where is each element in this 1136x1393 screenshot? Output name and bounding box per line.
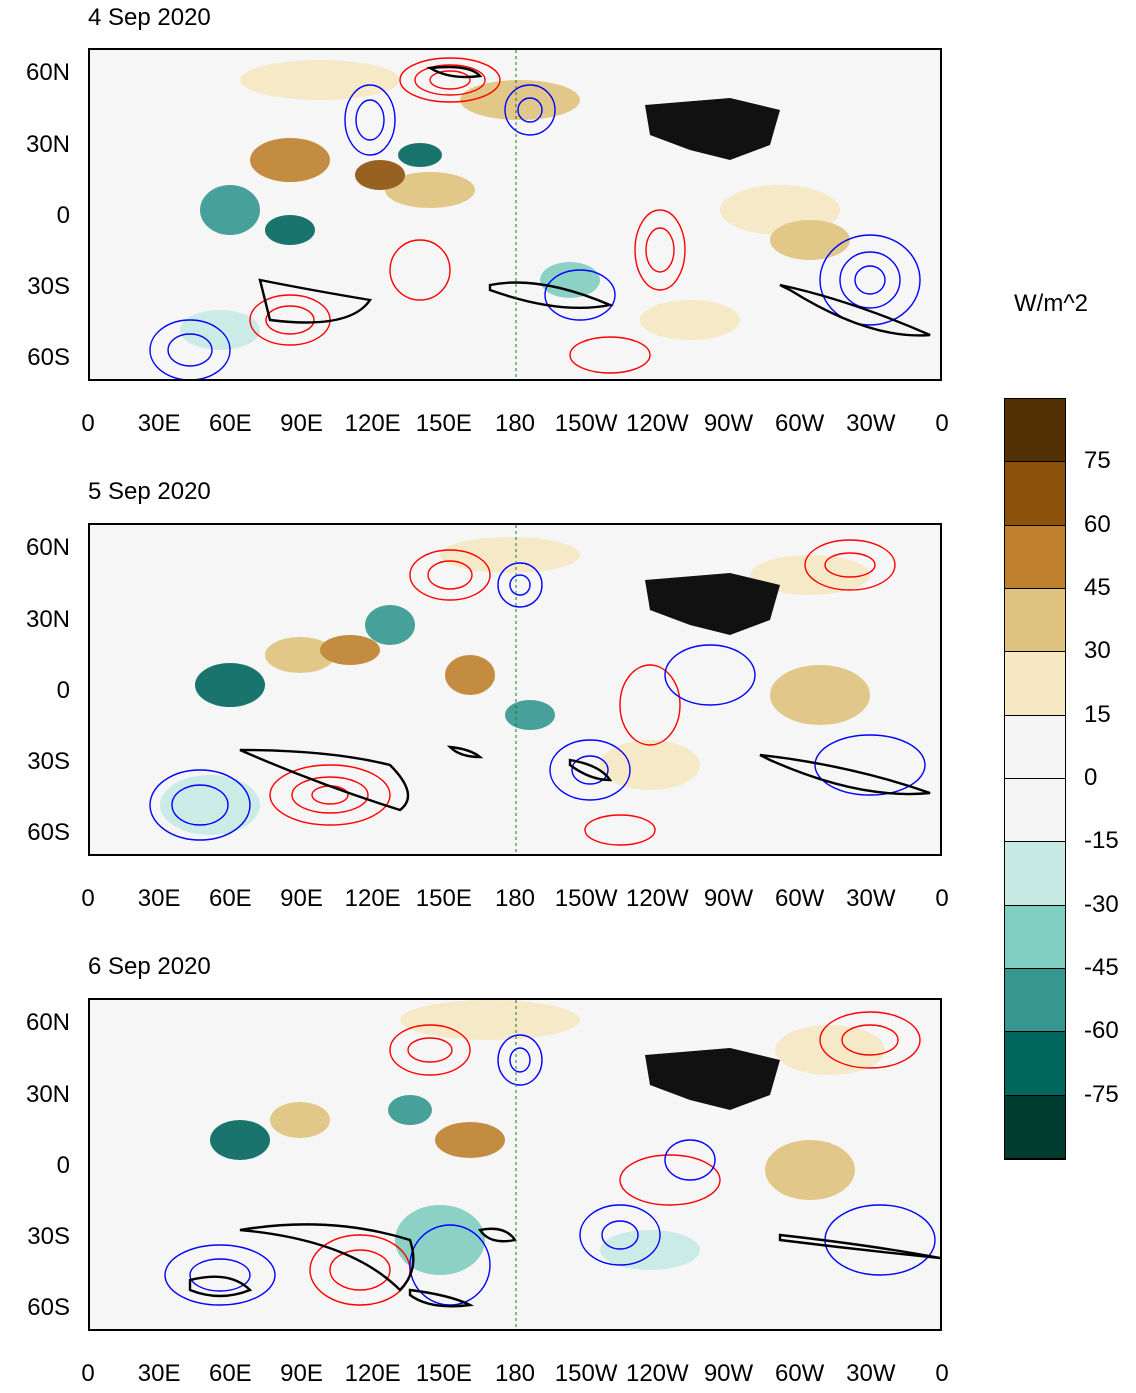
lat-label-30n: 30N <box>25 1081 70 1108</box>
lat-label-30s: 30S <box>27 748 70 775</box>
lon-label: 60W <box>774 885 825 912</box>
lon-label: 120W <box>625 1360 689 1387</box>
lon-label: 0 <box>81 410 95 437</box>
colorbar-segment <box>1005 779 1065 843</box>
map-panel-1 <box>88 48 942 381</box>
lon-label: 90E <box>280 410 323 437</box>
colorbar-segment <box>1005 715 1065 779</box>
lon-label: 30E <box>137 410 181 437</box>
panel-1-title: 4 Sep 2020 <box>88 4 211 31</box>
colorbar <box>1004 398 1066 1160</box>
colorbar-segment <box>1005 399 1065 463</box>
colorbar-label: 15 <box>1084 700 1111 728</box>
lon-label: 120W <box>625 410 689 437</box>
lon-label: 0 <box>81 885 95 912</box>
map-panel-3-graphic <box>164 1000 940 1329</box>
colorbar-segment <box>1005 842 1065 906</box>
lon-label: 60E <box>208 410 252 437</box>
lon-label: 30W <box>846 1360 896 1387</box>
lon-label: 90W <box>703 410 754 437</box>
lon-label: 180 <box>494 1360 536 1387</box>
lon-label: 30E <box>137 885 181 912</box>
lat-label-60n: 60N <box>25 534 70 561</box>
colorbar-segment <box>1005 905 1065 969</box>
colorbar-label: 30 <box>1084 637 1111 665</box>
lon-label: 150W <box>554 885 618 912</box>
lat-label-60n: 60N <box>25 1009 70 1036</box>
colorbar-segment <box>1005 1032 1065 1096</box>
lon-label: 150E <box>415 1360 472 1387</box>
lon-label: 30W <box>846 885 896 912</box>
lon-label: 30W <box>846 410 896 437</box>
lon-label: 150W <box>554 410 618 437</box>
colorbar-label: -75 <box>1084 1080 1119 1108</box>
colorbar-label: 45 <box>1084 574 1111 601</box>
lat-label-eq: 0 <box>56 202 70 229</box>
lon-label: 60W <box>774 1360 825 1387</box>
lon-label: 120E <box>344 885 401 912</box>
lon-label: 90E <box>280 1360 323 1387</box>
lon-label: 0 <box>935 410 949 437</box>
lat-label-30n: 30N <box>25 131 70 158</box>
lon-label: 60W <box>774 410 825 437</box>
lat-label-60s: 60S <box>27 819 70 846</box>
lon-label: 30E <box>137 1360 181 1387</box>
map-panel-3 <box>88 998 942 1331</box>
colorbar-label: -60 <box>1084 1017 1119 1045</box>
lon-label: 120E <box>344 1360 401 1387</box>
lat-label-30s: 30S <box>27 1223 70 1250</box>
lon-label: 180 <box>494 410 536 437</box>
map-panel-2 <box>88 523 942 856</box>
lon-label: 90W <box>703 1360 754 1387</box>
colorbar-title: W/m^2 <box>1014 290 1088 317</box>
lon-label: 0 <box>81 1360 95 1387</box>
lat-label-eq: 0 <box>56 677 70 704</box>
lat-label-30s: 30S <box>27 273 70 300</box>
lat-label-60n: 60N <box>25 59 70 86</box>
colorbar-segment <box>1005 1095 1065 1159</box>
colorbar-segment <box>1005 525 1065 589</box>
colorbar-label: 75 <box>1084 447 1111 475</box>
colorbar-label: 60 <box>1084 510 1111 538</box>
lon-label: 150W <box>554 1360 618 1387</box>
colorbar-segment <box>1005 589 1065 653</box>
lat-label-60s: 60S <box>27 344 70 371</box>
lon-label: 90W <box>703 885 754 912</box>
colorbar-segment <box>1005 969 1065 1033</box>
lon-label: 0 <box>935 885 949 912</box>
lon-label: 120W <box>625 885 689 912</box>
map-panel-1-graphic <box>149 50 931 379</box>
panel-2-title: 5 Sep 2020 <box>88 478 211 505</box>
colorbar-label: -15 <box>1084 827 1119 855</box>
lat-label-60s: 60S <box>27 1294 70 1321</box>
colorbar-label: -45 <box>1084 954 1119 981</box>
lon-label: 60E <box>208 1360 252 1387</box>
lon-label: 0 <box>935 1360 949 1387</box>
colorbar-label: 0 <box>1084 764 1098 791</box>
colorbar-segment <box>1005 652 1065 716</box>
map-panel-2-graphic <box>149 525 931 854</box>
colorbar-label: -30 <box>1084 890 1119 918</box>
panel-3-title: 6 Sep 2020 <box>88 953 211 980</box>
lat-label-30n: 30N <box>25 606 70 633</box>
lon-label: 150E <box>415 410 472 437</box>
lon-label: 60E <box>208 885 252 912</box>
lon-label: 90E <box>280 885 323 912</box>
lon-label: 150E <box>415 885 472 912</box>
colorbar-segment <box>1005 462 1065 526</box>
lon-label: 120E <box>344 410 401 437</box>
lon-label: 180 <box>494 885 536 912</box>
lat-label-eq: 0 <box>56 1152 70 1179</box>
